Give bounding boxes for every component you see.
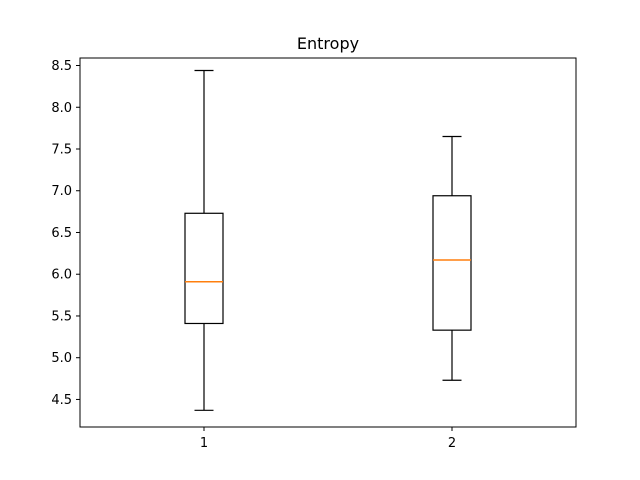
- chart-title: Entropy: [297, 34, 359, 53]
- iqr-box-2: [432, 195, 472, 331]
- plot-area-frame: [79, 57, 577, 428]
- y-tick-label-0: 4.5: [51, 393, 72, 408]
- y-axis: 4.5 5.0 5.5 6.0 6.5 7.0 7.5 8.0 8.5: [51, 59, 80, 408]
- y-tick-label-5: 7.0: [51, 184, 72, 199]
- y-tick-label-6: 7.5: [51, 142, 72, 157]
- x-tick-label-1: 2: [448, 436, 456, 451]
- box-1: [184, 69, 224, 411]
- y-tick-label-2: 5.5: [51, 309, 72, 324]
- y-tick-label-1: 5.0: [51, 351, 72, 366]
- x-tick-label-0: 1: [200, 436, 208, 451]
- box-2: [432, 135, 472, 381]
- y-tick-label-7: 8.0: [51, 101, 72, 116]
- y-tick-label-4: 6.5: [51, 226, 72, 241]
- boxes-group: [184, 69, 472, 411]
- y-tick-label-8: 8.5: [51, 59, 72, 74]
- y-tick-label-3: 6.0: [51, 268, 72, 283]
- iqr-box-1: [184, 212, 224, 325]
